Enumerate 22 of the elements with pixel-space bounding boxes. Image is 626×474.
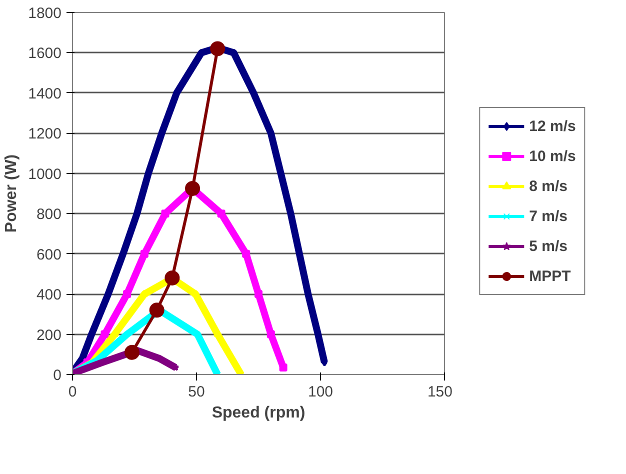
y-tick-label: 600: [36, 246, 62, 264]
x-tick-label: 150: [427, 384, 453, 400]
y-tick-label: 800: [36, 206, 62, 224]
y-tick-label: 1200: [28, 126, 62, 143]
y-tick-label: 400: [36, 286, 62, 304]
y-tick-label: 0: [53, 367, 62, 384]
y-tick-label: 1800: [28, 5, 62, 22]
x-axis-title: Speed (rpm): [212, 404, 306, 422]
y-axis-title: Power (W): [3, 154, 20, 233]
legend-label: 5 m/s: [529, 238, 568, 254]
y-tick-label: 200: [36, 326, 62, 344]
x-tick-label: 0: [68, 384, 77, 400]
x-tick-label: 50: [188, 384, 205, 400]
legend-label: 10 m/s: [529, 148, 576, 164]
legend-label: 7 m/s: [529, 208, 568, 224]
y-tick-label: 1600: [28, 45, 62, 62]
y-tick-label: 1000: [28, 166, 62, 183]
y-tick-label: 1400: [28, 85, 62, 102]
legend-label: 12 m/s: [529, 118, 576, 134]
legend-label: 8 m/s: [529, 178, 568, 194]
x-tick-label: 100: [308, 384, 334, 400]
legend-label: MPPT: [529, 268, 571, 284]
